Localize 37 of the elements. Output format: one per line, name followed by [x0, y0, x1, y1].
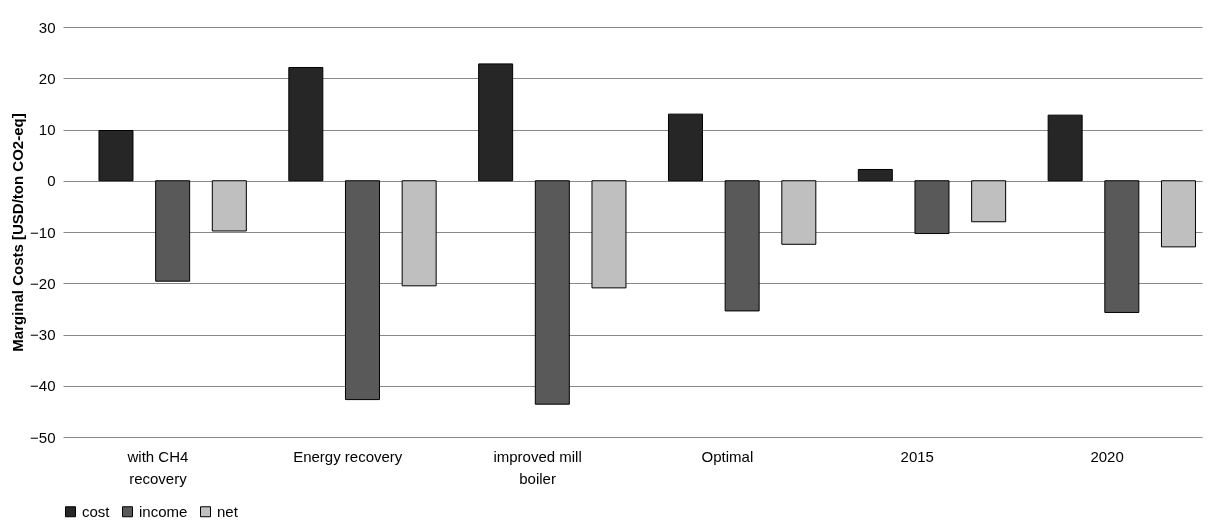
- bar: [155, 180, 191, 282]
- x-tick-label: Optimal: [701, 447, 754, 465]
- y-tick-label: 0: [47, 172, 56, 190]
- legend-label: cost: [82, 502, 111, 520]
- bar: [478, 63, 514, 182]
- bar: [401, 180, 437, 287]
- y-tick-label: −30: [30, 326, 56, 343]
- bar: [724, 180, 760, 312]
- x-tick-label: improved mill boiler: [493, 447, 582, 487]
- y-axis-title: Marginal Costs [USD/ton CO2-eq]: [9, 113, 27, 352]
- x-tick-label: Energy recovery: [293, 447, 403, 465]
- y-tick-label: −20: [30, 274, 56, 292]
- bar: [1104, 180, 1140, 313]
- legend-label: income: [139, 502, 188, 520]
- y-tick-label: 20: [38, 69, 56, 87]
- x-tick-label: 2020: [1090, 447, 1124, 465]
- bar: [534, 180, 570, 405]
- bar: [591, 180, 627, 289]
- bar: [288, 66, 324, 182]
- y-tick-label: 30: [38, 18, 56, 36]
- bar: [344, 180, 380, 401]
- bar: [971, 180, 1007, 223]
- bar: [857, 168, 893, 182]
- bar: [914, 180, 950, 235]
- x-tick-label: with CH4 recovery: [126, 447, 189, 487]
- bar: [781, 180, 817, 245]
- bar: [1160, 180, 1196, 248]
- y-tick-label: 10: [38, 121, 56, 138]
- bar: [211, 180, 247, 232]
- legend-label: net: [217, 502, 239, 520]
- y-tick-label: −40: [30, 377, 56, 395]
- bar: [1047, 114, 1083, 182]
- y-tick-label: −50: [30, 428, 56, 446]
- x-tick-label: 2015: [900, 447, 934, 465]
- bar: [667, 113, 703, 182]
- bar: [98, 130, 134, 182]
- y-tick-label: −10: [30, 223, 56, 241]
